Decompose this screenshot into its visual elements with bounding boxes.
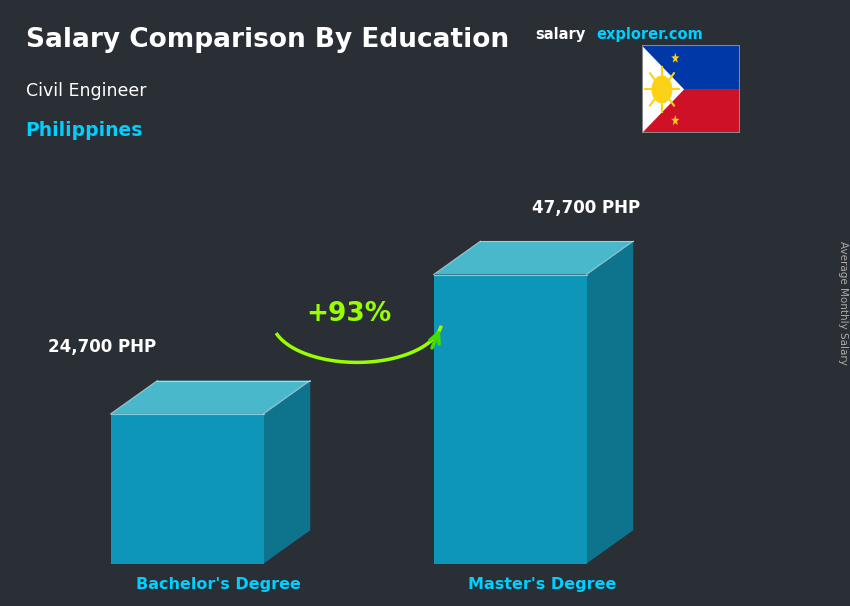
Polygon shape bbox=[642, 45, 684, 133]
Text: Philippines: Philippines bbox=[26, 121, 143, 140]
Polygon shape bbox=[434, 275, 586, 564]
Text: Master's Degree: Master's Degree bbox=[468, 578, 616, 592]
Text: Bachelor's Degree: Bachelor's Degree bbox=[137, 578, 301, 592]
Text: 47,700 PHP: 47,700 PHP bbox=[532, 199, 641, 217]
Polygon shape bbox=[642, 89, 740, 133]
Polygon shape bbox=[110, 414, 264, 564]
Text: +93%: +93% bbox=[306, 301, 391, 327]
Text: 24,700 PHP: 24,700 PHP bbox=[48, 338, 156, 356]
Text: explorer.com: explorer.com bbox=[597, 27, 704, 42]
Text: salary: salary bbox=[536, 27, 586, 42]
Polygon shape bbox=[434, 241, 633, 275]
Polygon shape bbox=[642, 45, 740, 89]
Polygon shape bbox=[632, 84, 639, 94]
Polygon shape bbox=[110, 381, 310, 414]
Polygon shape bbox=[264, 381, 310, 564]
Polygon shape bbox=[672, 53, 679, 63]
Text: Average Monthly Salary: Average Monthly Salary bbox=[838, 241, 848, 365]
Polygon shape bbox=[672, 115, 679, 125]
Circle shape bbox=[652, 76, 672, 102]
Text: Salary Comparison By Education: Salary Comparison By Education bbox=[26, 27, 508, 53]
Text: Civil Engineer: Civil Engineer bbox=[26, 82, 146, 100]
Polygon shape bbox=[586, 241, 633, 564]
Polygon shape bbox=[642, 45, 740, 133]
